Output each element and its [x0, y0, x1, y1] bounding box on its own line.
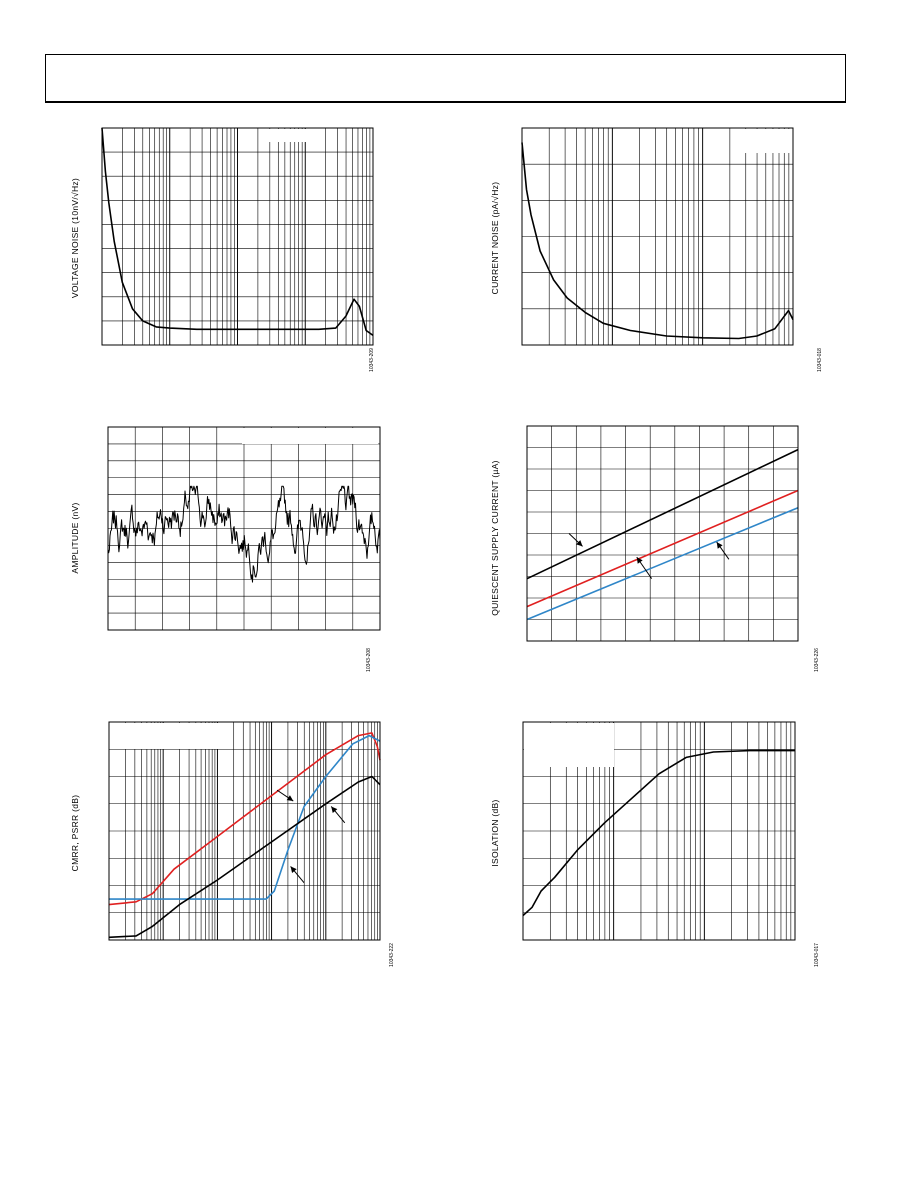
voltage-noise-grid	[102, 128, 374, 345]
current-noise-ylabel: CURRENT NOISE (pA/√Hz)	[490, 182, 500, 295]
amplitude-chart: AMPLITUDE (nV) 10343-208	[70, 426, 381, 672]
voltage-noise-ylabel: VOLTAGE NOISE (10nV/√Hz)	[70, 178, 80, 298]
amplitude-plot	[107, 426, 381, 631]
amplitude-grid	[108, 427, 380, 630]
cmrr-psrr-chart: CMRR, PSRR (dB) 10343-222	[70, 721, 395, 967]
annotation-arrowhead	[290, 866, 297, 873]
annotation-arrowhead	[286, 795, 294, 802]
voltage-noise-chart: VOLTAGE NOISE (10nV/√Hz) 10343-209	[70, 127, 375, 372]
isolation-series-black	[522, 749, 795, 917]
amplitude-figure-code: 10343-208	[366, 648, 372, 672]
voltage-noise-frame	[101, 127, 374, 346]
amplitude-frame	[107, 426, 381, 631]
amplitude-series-black	[107, 485, 381, 583]
quiescent-current-series-black	[526, 448, 799, 580]
cmrr-psrr-figure-code: 10343-222	[389, 943, 395, 967]
isolation-ylabel: ISOLATION (dB)	[490, 799, 500, 866]
cmrr-psrr-frame	[108, 721, 381, 941]
voltage-noise-figure-code: 10343-209	[369, 348, 375, 372]
current-noise-frame	[521, 127, 794, 346]
cmrr-psrr-series-blue	[109, 734, 381, 900]
quiescent-current-frame	[526, 425, 799, 642]
annotation-arrowhead	[331, 806, 338, 814]
quiescent-current-plot	[526, 425, 799, 642]
annotation-arrowhead	[636, 557, 643, 564]
quiescent-current-ylabel: QUIESCENT SUPPLY CURRENT (µA)	[490, 460, 500, 616]
current-noise-legend-area	[743, 129, 791, 153]
cmrr-psrr-series-black	[108, 775, 381, 939]
isolation-chart: ISOLATION (dB) 10343-017	[490, 721, 820, 967]
amplitude-legend-area	[242, 428, 378, 444]
voltage-noise-series-black	[101, 127, 374, 337]
isolation-legend-area	[524, 723, 614, 767]
voltage-noise-legend-area	[260, 129, 310, 142]
quiescent-current-series-red	[526, 489, 799, 608]
cmrr-psrr-legend-area	[110, 723, 218, 749]
isolation-plot	[522, 721, 796, 941]
cmrr-psrr-ylabel: CMRR, PSRR (dB)	[70, 795, 80, 872]
current-noise-series-black	[521, 142, 794, 340]
isolation-figure-code: 10343-017	[814, 943, 820, 967]
amplitude-ylabel: AMPLITUDE (nV)	[70, 502, 80, 573]
current-noise-figure-code: 10343-018	[817, 348, 823, 372]
quiescent-current-figure-code: 10343-226	[814, 648, 820, 672]
quiescent-current-grid	[527, 426, 798, 641]
annotation-arrowhead	[716, 542, 723, 549]
quiescent-current-series-blue	[526, 506, 799, 621]
quiescent-current-chart: QUIESCENT SUPPLY CURRENT (µA) 10343-226	[490, 425, 820, 672]
current-noise-grid	[522, 128, 794, 345]
annotation-arrowhead	[576, 540, 583, 547]
page-header-box	[45, 54, 846, 103]
voltage-noise-plot	[101, 127, 374, 346]
cmrr-psrr-series-red	[108, 732, 381, 906]
cmrr-psrr-grid	[109, 722, 381, 940]
current-noise-chart: CURRENT NOISE (pA/√Hz) 10343-018	[490, 127, 823, 372]
isolation-frame	[522, 721, 796, 941]
current-noise-plot	[521, 127, 794, 346]
cmrr-psrr-plot	[108, 721, 381, 941]
